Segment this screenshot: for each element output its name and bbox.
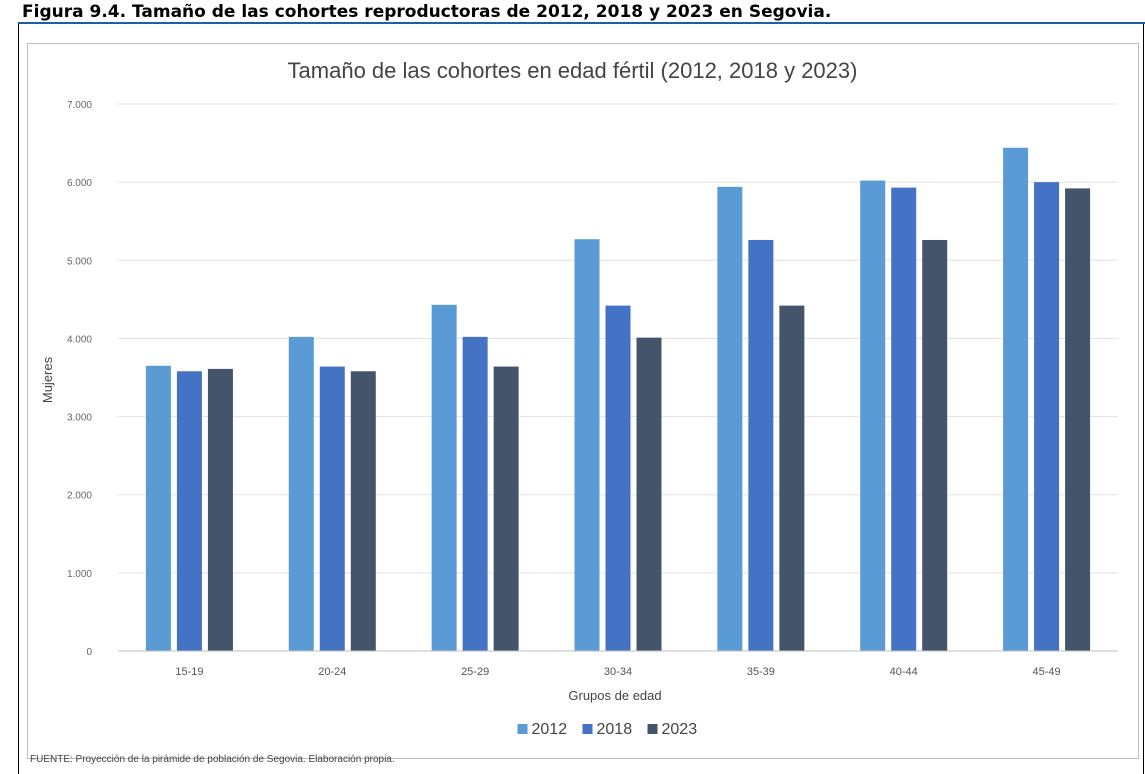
legend-swatch-2012 (517, 724, 528, 734)
bar-2018-45-49 (1034, 182, 1060, 651)
bar-2018-25-29 (462, 336, 488, 651)
y-tick-label: 7.000 (67, 100, 92, 111)
bar-2018-35-39 (748, 239, 774, 651)
x-axis-title: Grupos de edad (568, 688, 661, 703)
legend-swatch-2018 (582, 724, 593, 734)
bar-2023-45-49 (1065, 188, 1091, 651)
y-axis-title: Mujeres (40, 356, 55, 403)
bars (145, 147, 1091, 652)
legend: 2012 2018 2023 (517, 721, 698, 738)
bar-2018-30-34 (605, 305, 631, 651)
y-tick-label: 0 (86, 647, 92, 658)
x-tick-label: 15-19 (175, 666, 203, 678)
bar-2012-20-24 (288, 336, 314, 651)
legend-label-2012: 2012 (532, 721, 568, 738)
bar-2023-20-24 (350, 371, 376, 651)
figure-frame (18, 24, 1144, 774)
bar-2012-35-39 (717, 186, 743, 651)
bar-2012-40-44 (860, 180, 886, 651)
legend-label-2018: 2018 (597, 721, 633, 738)
bar-2023-30-34 (636, 337, 662, 651)
y-tick-label: 2.000 (67, 491, 92, 502)
legend-label-2023: 2023 (662, 721, 698, 738)
bar-2018-40-44 (891, 187, 917, 651)
y-tick-label: 1.000 (67, 569, 92, 580)
legend-swatch-2023 (647, 724, 658, 734)
bar-2012-30-34 (574, 239, 600, 652)
bar-2012-45-49 (1003, 147, 1029, 651)
bar-2012-25-29 (431, 304, 457, 651)
bar-2023-25-29 (493, 366, 519, 651)
y-tick-label: 6.000 (67, 178, 92, 189)
source-note: FUENTE: Proyección de la pirámide de pob… (30, 754, 395, 765)
x-tick-label: 45-49 (1033, 666, 1061, 678)
bar-2018-20-24 (319, 366, 345, 651)
bar-2023-15-19 (207, 368, 233, 651)
figure-caption: Figura 9.4. Tamaño de las cohortes repro… (18, 0, 1145, 24)
x-tick-label: 25-29 (461, 666, 489, 678)
bar-2018-15-19 (176, 371, 202, 651)
x-tick-label: 30-34 (604, 666, 632, 678)
x-tick-label: 40-44 (890, 666, 918, 678)
bar-2023-35-39 (779, 305, 805, 651)
x-tick-label: 20-24 (318, 666, 346, 678)
y-tick-label: 5.000 (67, 256, 92, 267)
y-tick-label: 4.000 (67, 334, 92, 345)
axes: 0 1.000 2.000 3.000 4.000 5.000 6.000 7.000 15-1… (67, 100, 1118, 678)
bar-2023-40-44 (922, 239, 948, 651)
y-tick-label: 3.000 (67, 413, 92, 424)
bar-2012-15-19 (145, 365, 171, 651)
chart-title: Tamaño de las cohortes en edad fértil (2… (287, 58, 858, 83)
x-tick-label: 35-39 (747, 666, 775, 678)
